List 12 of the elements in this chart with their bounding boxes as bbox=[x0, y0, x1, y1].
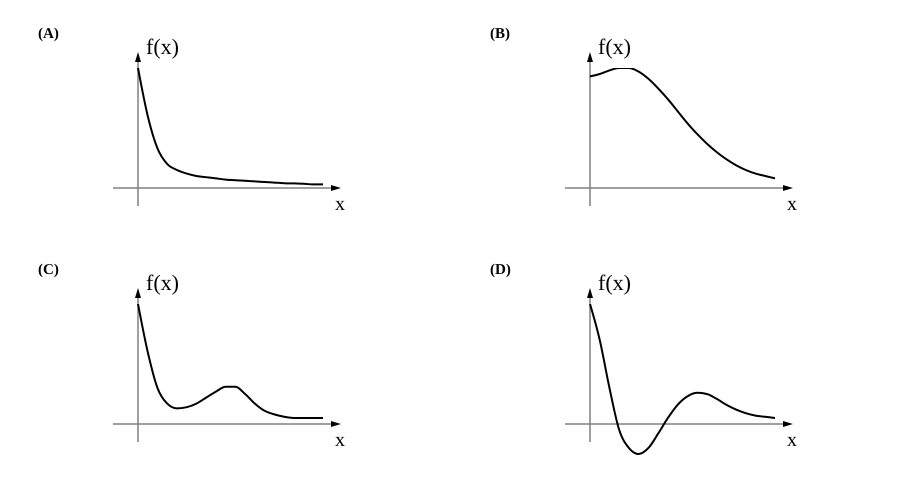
y-axis-title: f(x) bbox=[146, 270, 179, 295]
y-axis-title: f(x) bbox=[146, 34, 179, 59]
chart-title: (C) bbox=[38, 262, 59, 279]
x-axis-title: x bbox=[787, 193, 797, 215]
chart-title: (B) bbox=[490, 26, 510, 43]
chart-title: (D) bbox=[490, 262, 511, 279]
x-axis-title: x bbox=[787, 429, 797, 451]
x-axis-title: x bbox=[335, 429, 345, 451]
x-axis-title: x bbox=[335, 193, 345, 215]
y-axis-title: f(x) bbox=[598, 34, 631, 59]
y-axis-title: f(x) bbox=[598, 270, 631, 295]
chart-title: (A) bbox=[38, 26, 59, 43]
